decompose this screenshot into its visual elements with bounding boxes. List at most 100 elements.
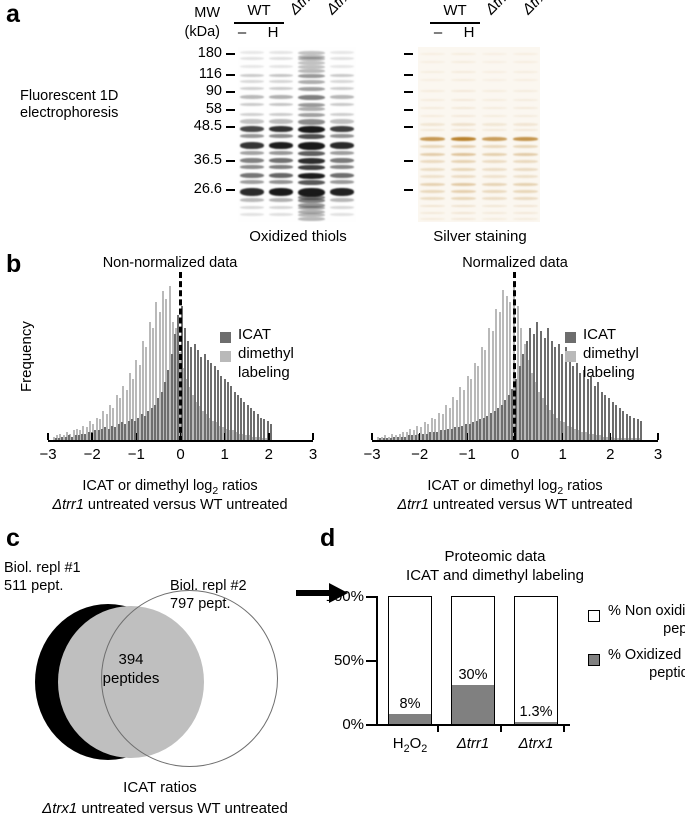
histogram-bar xyxy=(177,315,180,440)
stacked-bar-dtrx1[interactable] xyxy=(514,596,558,725)
histogram-bar xyxy=(557,344,560,440)
panel-a: a Fluorescent 1D electrophoresis MW (kDa… xyxy=(0,0,685,250)
legend-swatch-non-oxidized xyxy=(588,610,600,622)
histogram-bar xyxy=(228,430,231,440)
histogram-bar xyxy=(94,430,97,440)
gel-lane xyxy=(330,47,354,222)
panel-d-xtick-0 xyxy=(437,725,439,732)
histogram-bar xyxy=(402,432,405,440)
plot-area-left xyxy=(48,280,313,440)
histogram-bar xyxy=(95,417,98,440)
histogram-bar xyxy=(188,387,191,440)
gel-left-lane-label-1: H xyxy=(267,24,279,41)
histogram-bar xyxy=(640,420,643,440)
histogram-bar xyxy=(101,428,103,440)
gel-band xyxy=(269,113,293,116)
mw-dash-58 xyxy=(226,109,235,111)
x-axis-tick xyxy=(135,433,138,440)
histogram-bar xyxy=(545,404,548,440)
gel-band xyxy=(513,183,538,186)
gel-band xyxy=(482,61,507,63)
histogram-bar xyxy=(586,379,589,440)
histogram-bar xyxy=(175,328,178,440)
gel-band xyxy=(240,80,264,83)
panel-d-title-line1: Proteomic data xyxy=(444,548,546,565)
histogram-bar xyxy=(416,425,419,440)
histogram-bar xyxy=(377,436,380,440)
stacked-bar-h2o2[interactable] xyxy=(388,596,432,725)
histogram-bar xyxy=(454,427,457,440)
x-axis-tick-label: −3 xyxy=(39,446,57,463)
gel-band xyxy=(298,113,325,117)
gel-band xyxy=(330,165,354,169)
xlabel-sub: 2 xyxy=(212,485,219,497)
x-axis-tick-label: 3 xyxy=(653,446,663,463)
histogram-bar xyxy=(505,296,508,440)
histogram-bar xyxy=(105,414,108,440)
gel-band xyxy=(330,74,354,77)
histogram-bar xyxy=(246,404,249,440)
gel-band xyxy=(240,206,264,209)
histogram-bar xyxy=(195,401,198,440)
histogram-bar xyxy=(525,340,528,440)
gel-band xyxy=(482,175,507,178)
histogram-bar xyxy=(168,286,171,440)
xlabel2-italic-r: Δtrr1 xyxy=(397,497,429,513)
gel-band xyxy=(330,134,354,138)
mw-dash-26-6 xyxy=(226,189,235,191)
gel-band xyxy=(298,80,325,84)
gel-band xyxy=(298,210,325,214)
histogram-bar xyxy=(432,432,435,440)
histogram-bar xyxy=(497,408,500,440)
histogram-bar xyxy=(107,428,110,440)
histogram-bar xyxy=(630,438,633,440)
gel-band xyxy=(482,129,507,131)
gel-right-wt-label: WT xyxy=(443,2,467,19)
histogram-bar xyxy=(516,305,519,440)
histogram-bar xyxy=(102,411,105,440)
histogram-bar xyxy=(472,422,475,440)
histogram-bar xyxy=(248,435,251,440)
gel-left-lane-label-3: Δtrx1 xyxy=(323,0,368,18)
histogram-bar xyxy=(122,385,125,440)
gel-band xyxy=(269,103,293,106)
panel-c-caption-line2: Δtrx1 untreated versus WT untreated xyxy=(0,800,330,818)
gel-band xyxy=(330,213,354,216)
histogram-bar xyxy=(502,289,505,440)
gel-band xyxy=(240,134,264,138)
histogram-bar xyxy=(629,416,632,440)
gel-band xyxy=(482,90,507,92)
histogram-bar xyxy=(211,420,214,440)
histogram-bar xyxy=(522,353,525,440)
histogram-bar xyxy=(445,404,448,440)
histogram-bar xyxy=(114,427,117,440)
histogram-bar xyxy=(580,432,583,440)
histogram-bar xyxy=(238,433,241,440)
histogram-bar xyxy=(137,417,140,440)
gel-band xyxy=(451,115,476,117)
gel-band xyxy=(269,80,293,83)
gel-band xyxy=(451,61,476,63)
histogram-bar xyxy=(616,438,619,440)
histogram-bar xyxy=(251,436,254,440)
gel-left-caption: Oxidized thiols xyxy=(249,228,347,245)
gel-band xyxy=(420,115,445,117)
gel-band xyxy=(298,65,325,69)
gel-band xyxy=(298,103,325,107)
gel-band xyxy=(451,123,476,126)
histogram-bar xyxy=(400,436,403,440)
legend-label-icat-left: ICAT xyxy=(238,326,272,343)
histogram-bar xyxy=(437,412,440,440)
gel-image-oxidized-thiols xyxy=(238,47,356,222)
gel-band xyxy=(240,213,264,216)
gel-band xyxy=(298,195,325,200)
stacked-bar-dtrr1[interactable] xyxy=(451,596,495,725)
gel-band xyxy=(420,99,445,101)
histogram-bar xyxy=(611,401,614,440)
legend-label-dimethyl-left-line1: dimethyl xyxy=(238,345,294,362)
gel-band xyxy=(482,137,507,141)
histogram-normalized: Normalized data ICAT or dimethyl log2 ra… xyxy=(360,252,670,520)
histogram-bar xyxy=(138,364,141,440)
gel-band xyxy=(482,190,507,193)
gel-band xyxy=(298,165,325,170)
